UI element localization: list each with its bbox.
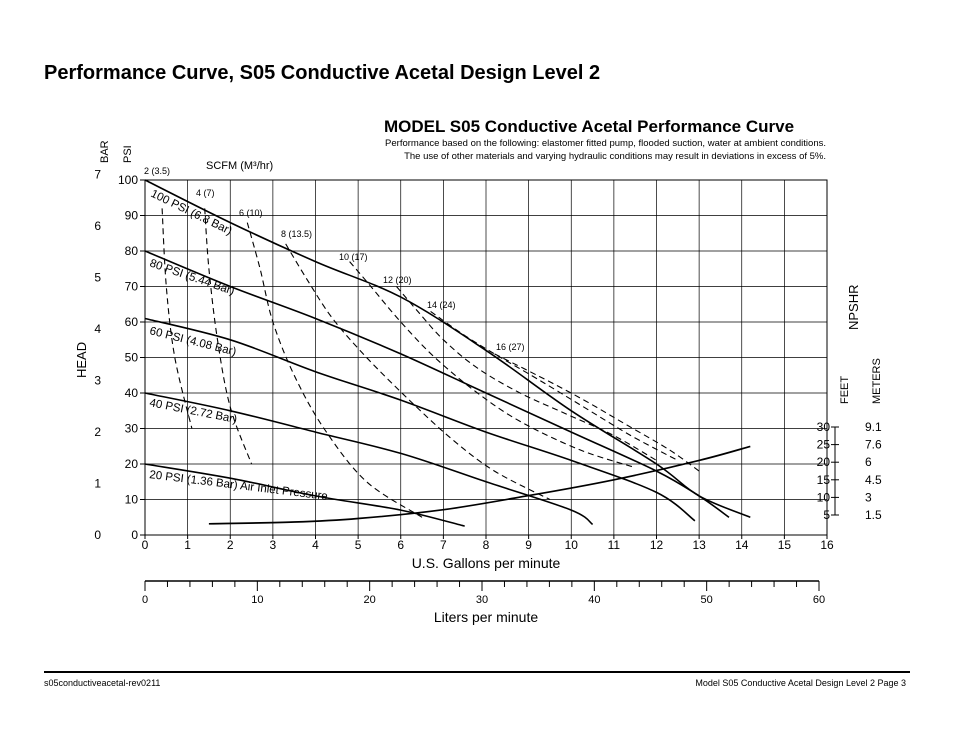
npshr-meters-label: 1.5 — [865, 508, 882, 522]
gpm-tick-label: 10 — [565, 538, 579, 552]
npshr-feet-label: 10 — [817, 490, 831, 504]
scfm-line-label: 14 (24) — [427, 300, 456, 310]
gpm-tick-label: 6 — [397, 538, 404, 552]
scfm-line-label: 6 (10) — [239, 208, 263, 218]
scfm-units-label: SCFM (M³/hr) — [206, 160, 273, 172]
liters-axis-title: Liters per minute — [434, 609, 538, 625]
psi-tick-label: 80 — [125, 244, 139, 258]
gpm-tick-label: 14 — [735, 538, 749, 552]
npshr-meters-label: 4.5 — [865, 473, 882, 487]
psi-tick-label: 70 — [125, 280, 139, 294]
gpm-tick-label: 12 — [650, 538, 664, 552]
psi-axis-title: PSI — [122, 145, 134, 163]
scfm-line-label: 10 (17) — [339, 252, 368, 262]
scfm-line — [430, 310, 679, 461]
bar-tick-label: 6 — [94, 219, 101, 233]
gpm-tick-label: 1 — [184, 538, 191, 552]
pressure-curve — [144, 179, 751, 519]
bar-tick-label: 7 — [94, 168, 101, 182]
npshr-feet-label: 20 — [817, 455, 831, 469]
footer-page-info: Model S05 Conductive Acetal Design Level… — [695, 678, 906, 688]
gpm-tick-label: 0 — [142, 538, 149, 552]
chart-note-line-1: Performance based on the following: elas… — [385, 138, 826, 149]
scfm-line — [246, 222, 423, 518]
npshr-meters-title: METERS — [871, 358, 883, 404]
psi-tick-label: 40 — [125, 386, 139, 400]
page-title: Performance Curve, S05 Conductive Acetal… — [44, 62, 601, 84]
liters-tick-label: 10 — [251, 594, 263, 606]
psi-tick-label: 30 — [125, 422, 139, 436]
npshr-feet-label: 15 — [817, 473, 831, 487]
scfm-line-label: 8 (13.5) — [281, 229, 312, 239]
pressure-curve-label: 40 PSI (2.72 Bar) — [148, 397, 238, 426]
scfm-line-label: 12 (20) — [383, 275, 412, 285]
footer-rule — [44, 671, 910, 673]
bar-tick-label: 4 — [94, 322, 101, 336]
pressure-curve — [144, 250, 730, 518]
liters-tick-label: 20 — [364, 594, 376, 606]
gpm-tick-label: 2 — [227, 538, 234, 552]
bar-tick-label: 3 — [94, 374, 101, 388]
plot-frame — [144, 179, 828, 536]
scfm-line — [494, 353, 700, 472]
scfm-line-label: 4 (7) — [196, 188, 215, 198]
npshr-meters-label: 7.6 — [865, 438, 882, 452]
bar-axis-title: BAR — [99, 140, 111, 163]
npshr-feet-label: 30 — [817, 420, 831, 434]
npshr-axis-title: NPSHR — [846, 284, 861, 330]
pressure-curve-label: 80 PSI (5.44 Bar) — [148, 257, 236, 297]
liters-tick-label: 50 — [701, 594, 713, 606]
gpm-tick-label: 7 — [440, 538, 447, 552]
gpm-tick-label: 5 — [355, 538, 362, 552]
pressure-curve-label: 20 PSI (1.36 Bar) Air Inlet Pressure — [149, 469, 329, 503]
npshr-meters-label: 3 — [865, 490, 872, 504]
footer-document-id: s05conductiveacetal-rev0211 — [44, 678, 161, 688]
gpm-tick-label: 15 — [778, 538, 792, 552]
chart-note-line-2: The use of other materials and varying h… — [404, 151, 826, 162]
scfm-line — [204, 208, 253, 465]
gpm-tick-label: 13 — [692, 538, 706, 552]
pressure-curve — [144, 317, 696, 522]
liters-tick-label: 60 — [813, 594, 825, 606]
liters-tick-label: 40 — [588, 594, 600, 606]
scfm-line-label: 2 (3.5) — [144, 166, 170, 176]
psi-tick-label: 20 — [125, 457, 139, 471]
psi-tick-label: 90 — [125, 209, 139, 223]
npshr-meters-label: 6 — [865, 455, 872, 469]
psi-tick-label: 100 — [118, 173, 138, 187]
gpm-tick-label: 8 — [483, 538, 490, 552]
bar-tick-label: 1 — [94, 477, 101, 491]
bar-tick-label: 5 — [94, 271, 101, 285]
psi-tick-label: 10 — [125, 493, 139, 507]
gpm-tick-label: 16 — [820, 538, 834, 552]
npshr-feet-label: 25 — [817, 438, 831, 452]
liters-tick-label: 0 — [142, 594, 148, 606]
gpm-tick-label: 11 — [608, 538, 621, 552]
gpm-axis-title: U.S. Gallons per minute — [412, 555, 561, 571]
bar-tick-label: 2 — [94, 425, 101, 439]
pressure-curve — [144, 392, 594, 526]
gpm-tick-label: 4 — [312, 538, 319, 552]
gpm-tick-label: 9 — [525, 538, 532, 552]
scfm-line — [396, 286, 657, 461]
scfm-line — [161, 208, 193, 429]
npshr-meters-label: 9.1 — [865, 420, 882, 434]
pressure-curve-label: 100 PSI (6.8 Bar) — [149, 188, 234, 238]
scfm-line — [285, 243, 551, 500]
psi-tick-label: 0 — [131, 528, 138, 542]
npshr-feet-title: FEET — [839, 376, 851, 404]
bar-tick-label: 0 — [94, 528, 101, 542]
gpm-tick-label: 3 — [270, 538, 277, 552]
head-axis-title: HEAD — [74, 342, 89, 378]
scfm-line-label: 16 (27) — [496, 342, 525, 352]
npshr-curve — [208, 445, 751, 525]
scfm-line — [349, 261, 636, 469]
psi-tick-label: 50 — [125, 351, 139, 365]
pressure-curve — [144, 463, 465, 527]
psi-tick-label: 60 — [125, 315, 139, 329]
liters-tick-label: 30 — [476, 594, 488, 606]
chart-title: MODEL S05 Conductive Acetal Performance … — [384, 117, 795, 136]
